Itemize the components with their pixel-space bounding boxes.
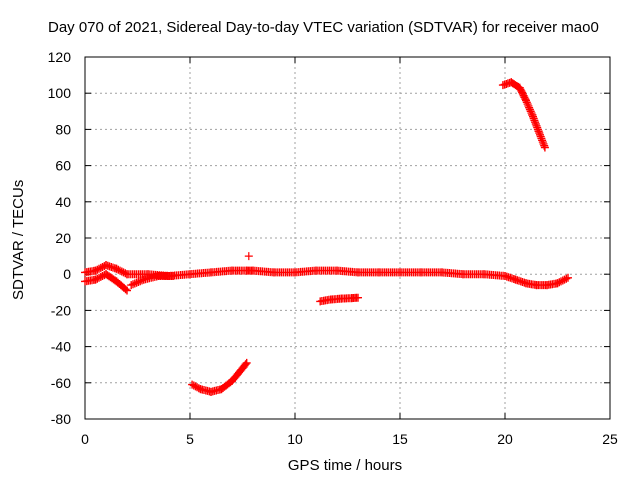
y-tick-label: -60: [51, 375, 71, 391]
data-point: [228, 364, 247, 385]
x-tick-label: 10: [287, 431, 303, 447]
data-point: [154, 272, 178, 280]
x-tick-label: 5: [186, 431, 194, 447]
series-arc-20-22h: [498, 78, 549, 152]
x-axis-ticks: 0 5 10 15 20 25: [81, 57, 618, 447]
series-arc-5-7-7h: [188, 358, 251, 396]
series-outlier: [244, 252, 253, 261]
y-tick-label: 100: [48, 85, 72, 101]
data-point: [534, 127, 549, 152]
x-tick-label: 25: [602, 431, 618, 447]
data-marks: [81, 78, 572, 396]
y-tick-label: -20: [51, 302, 71, 318]
y-tick-label: 0: [63, 266, 71, 282]
x-tick-label: 0: [81, 431, 89, 447]
y-tick-label: -40: [51, 339, 71, 355]
data-point: [244, 252, 253, 261]
x-axis-label: GPS time / hours: [287, 457, 403, 474]
y-tick-label: 60: [55, 158, 71, 174]
series-arc-11-13h: [316, 293, 362, 306]
grid-lines: [85, 57, 610, 419]
data-point: [347, 293, 362, 303]
data-point: [112, 277, 131, 295]
series-dip-0-2h: [81, 270, 131, 295]
y-tick-label: 20: [55, 230, 71, 246]
data-point: [238, 358, 251, 373]
data-point: [553, 273, 572, 288]
x-tick-label: 20: [497, 431, 513, 447]
y-tick-label: -80: [51, 411, 71, 427]
y-tick-label: 120: [48, 49, 72, 65]
series-branch-2-4h: [127, 272, 178, 290]
y-tick-label: 40: [55, 194, 71, 210]
x-tick-label: 15: [392, 431, 408, 447]
y-axis-label: SDTVAR / TECUs: [10, 179, 27, 300]
chart-title: Day 070 of 2021, Sidereal Day-to-day VTE…: [48, 19, 599, 36]
y-axis-ticks: -80 -60 -40 -20 0 20 40 60 80 100 120: [48, 49, 610, 427]
y-tick-label: 80: [55, 121, 71, 137]
